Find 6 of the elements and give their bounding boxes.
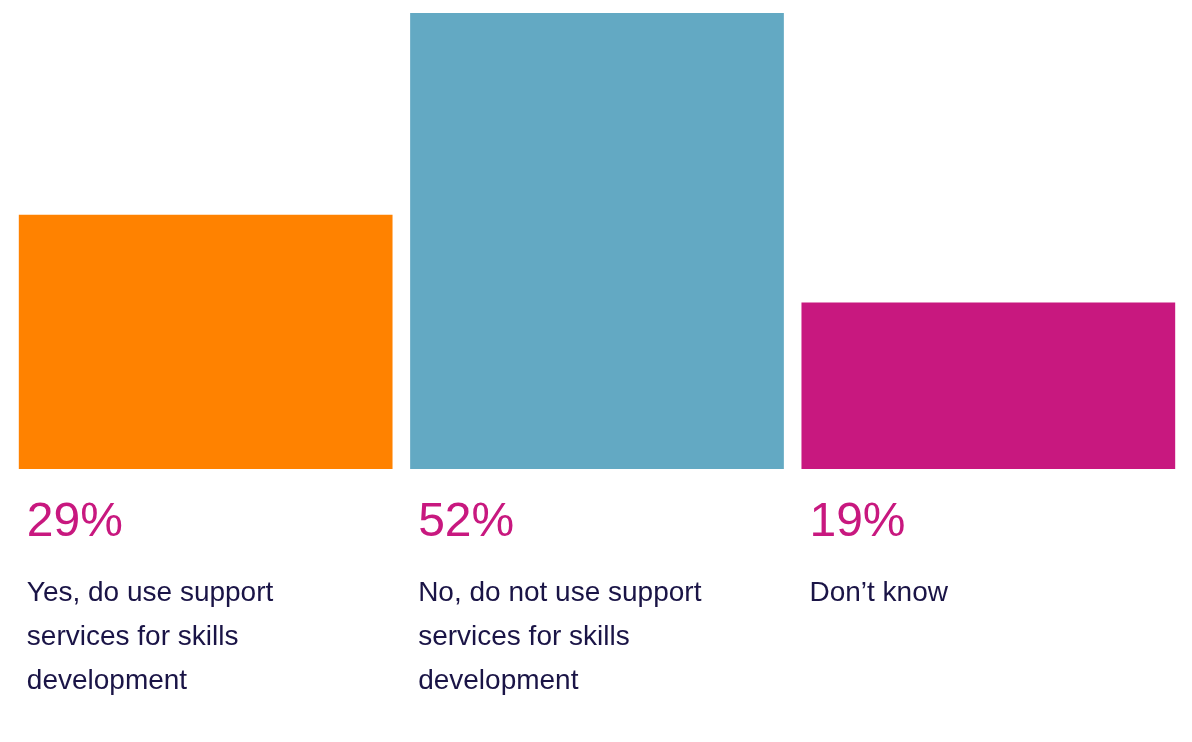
x-tick-label: No, do not use support services for skills development [418,575,702,695]
data-label: 19% [809,493,906,547]
x-tick-label: Yes, do use support services for skills development [26,575,274,695]
data-label: 52% [418,493,515,547]
x-tick-label: Don’t know [809,575,949,607]
data-label: 29% [26,493,123,547]
